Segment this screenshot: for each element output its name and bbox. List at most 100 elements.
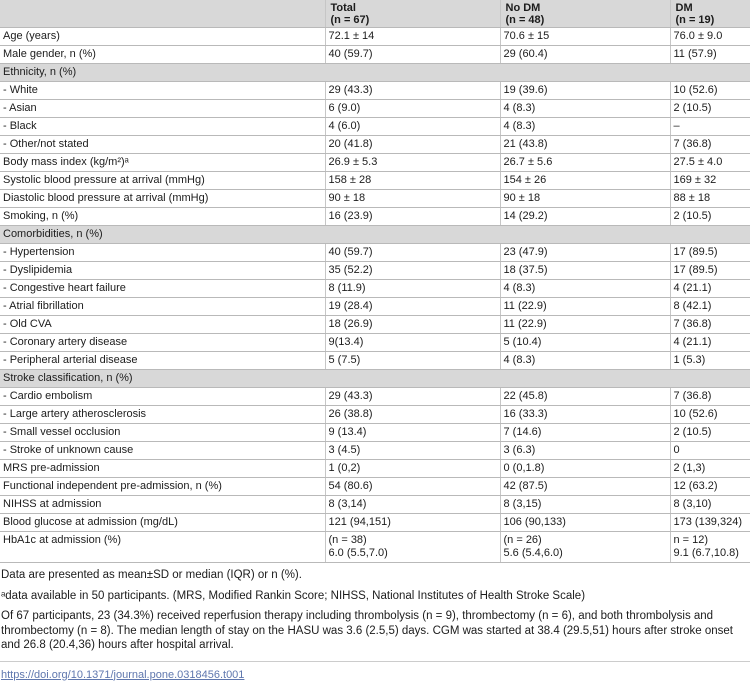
row-label: HbA1c at admission (%) <box>0 531 325 563</box>
cell-value: 29 (43.3) <box>324 387 500 406</box>
cell-value: 7 (36.8) <box>669 387 750 406</box>
cell-value: 2 (1,3) <box>669 459 750 478</box>
cell-value: 23 (47.9) <box>499 243 670 262</box>
table-row: Male gender, n (%) 40 (59.7) 29 (60.4) 11 (… <box>0 45 750 64</box>
row-label: Age (years) <box>0 27 325 46</box>
table-row: - Peripheral arterial disease 5 (7.5) 4 (8… <box>0 351 750 370</box>
cell-value: 0 (0,1.8) <box>499 459 670 478</box>
row-label: Smoking, n (%) <box>0 207 325 226</box>
cell-value: 29 (43.3) <box>324 81 500 100</box>
cell-value: 12 (63.2) <box>669 477 750 496</box>
cell-value: 5 (10.4) <box>499 333 670 352</box>
cell-value: 70.6 ± 15 <box>499 27 670 46</box>
cell-value: 173 (139,324) <box>669 513 750 532</box>
table-row: - Atrial fibrillation 19 (28.4) 11 (22.9) 8… <box>0 297 750 316</box>
cell-value: 11 (22.9) <box>499 297 670 316</box>
table-row: - Other/not stated 20 (41.8) 21 (43.8) 7 (3… <box>0 135 750 154</box>
header-col-dm: DM (n = 19) <box>669 0 750 28</box>
section-row: Comorbidities, n (%) <box>0 225 750 244</box>
cell-value: 8 (3,15) <box>499 495 670 514</box>
table-footnotes: Data are presented as mean±SD or median … <box>0 563 750 653</box>
row-label: - Stroke of unknown cause <box>0 441 325 460</box>
row-label: - Old CVA <box>0 315 325 334</box>
cell-value: 88 ± 18 <box>669 189 750 208</box>
row-label: - Black <box>0 117 325 136</box>
table-row: - Stroke of unknown cause 3 (4.5) 3 (6.3) 0 <box>0 441 750 460</box>
cell-value: 3 (4.5) <box>324 441 500 460</box>
cell-value: 9(13.4) <box>324 333 500 352</box>
row-label: - White <box>0 81 325 100</box>
cell-value: 19 (28.4) <box>324 297 500 316</box>
cell-value: 10 (52.6) <box>669 81 750 100</box>
cell-value: 3 (6.3) <box>499 441 670 460</box>
cell-value: 16 (23.9) <box>324 207 500 226</box>
table-row: - Congestive heart failure 8 (11.9) 4 (8.3… <box>0 279 750 298</box>
cell-value: 1 (5.3) <box>669 351 750 370</box>
cell-value: 8 (42.1) <box>669 297 750 316</box>
section-label: Comorbidities, n (%) <box>0 225 750 244</box>
cell-value: 11 (57.9) <box>669 45 750 64</box>
table-row: - Large artery atherosclerosis 26 (38.8) 1… <box>0 405 750 424</box>
cell-value: 4 (21.1) <box>669 279 750 298</box>
table-row: - Black 4 (6.0) 4 (8.3) – <box>0 117 750 136</box>
table-row: Age (years) 72.1 ± 14 70.6 ± 15 76.0 ± 9.0 <box>0 27 750 46</box>
cell-value: 42 (87.5) <box>499 477 670 496</box>
cell-value: 16 (33.3) <box>499 405 670 424</box>
row-label: - Peripheral arterial disease <box>0 351 325 370</box>
cell-value: (n = 26) 5.6 (5.4,6.0) <box>499 531 670 563</box>
cell-value: 7 (14.6) <box>499 423 670 442</box>
row-label: - Other/not stated <box>0 135 325 154</box>
header-empty-cell <box>0 0 325 28</box>
table-row: - Cardio embolism 29 (43.3) 22 (45.8) 7 (36… <box>0 387 750 406</box>
cell-value: 29 (60.4) <box>499 45 670 64</box>
cell-value: 26.7 ± 5.6 <box>499 153 670 172</box>
table-row: NIHSS at admission 8 (3,14) 8 (3,15) 8 (3,1… <box>0 495 750 514</box>
table-row: Body mass index (kg/m²)ᵃ 26.9 ± 5.3 26.7 ±… <box>0 153 750 172</box>
cell-value: 158 ± 28 <box>324 171 500 190</box>
cell-value: 4 (8.3) <box>499 351 670 370</box>
cell-value: (n = 38) 6.0 (5.5,7.0) <box>324 531 500 563</box>
row-label: - Hypertension <box>0 243 325 262</box>
cell-value: 8 (11.9) <box>324 279 500 298</box>
table-row: - Old CVA 18 (26.9) 11 (22.9) 7 (36.8) <box>0 315 750 334</box>
cell-value: 4 (8.3) <box>499 99 670 118</box>
cell-value: 5 (7.5) <box>324 351 500 370</box>
table-row: HbA1c at admission (%) (n = 38) 6.0 (5.5,… <box>0 531 750 563</box>
section-label: Ethnicity, n (%) <box>0 63 750 82</box>
cell-value: 4 (8.3) <box>499 279 670 298</box>
cell-value: 6 (9.0) <box>324 99 500 118</box>
row-label: - Cardio embolism <box>0 387 325 406</box>
cell-value: – <box>669 117 750 136</box>
cell-value: 90 ± 18 <box>324 189 500 208</box>
row-label: - Small vessel occlusion <box>0 423 325 442</box>
cell-value: 7 (36.8) <box>669 135 750 154</box>
cell-value: 2 (10.5) <box>669 423 750 442</box>
participant-characteristics-table: Total (n = 67) No DM (n = 48) DM (n = 19… <box>0 0 750 563</box>
cell-value: 4 (6.0) <box>324 117 500 136</box>
cell-value: 8 (3,10) <box>669 495 750 514</box>
row-label: Male gender, n (%) <box>0 45 325 64</box>
footnote-presentation: Data are presented as mean±SD or median … <box>1 569 302 581</box>
cell-value: 26 (38.8) <box>324 405 500 424</box>
row-label: MRS pre-admission <box>0 459 325 478</box>
cell-value: 11 (22.9) <box>499 315 670 334</box>
header-col-no-dm: No DM (n = 48) <box>499 0 670 28</box>
cell-value: 72.1 ± 14 <box>324 27 500 46</box>
cell-value: 76.0 ± 9.0 <box>669 27 750 46</box>
cell-value: 2 (10.5) <box>669 207 750 226</box>
row-label: - Congestive heart failure <box>0 279 325 298</box>
doi-link[interactable]: https://doi.org/10.1371/journal.pone.031… <box>1 668 245 681</box>
footnote-paragraph: Of 67 participants, 23 (34.3%) received … <box>1 610 733 651</box>
table-row: Systolic blood pressure at arrival (mmHg… <box>0 171 750 190</box>
table-row: - Coronary artery disease 9(13.4) 5 (10.4)… <box>0 333 750 352</box>
section-row: Ethnicity, n (%) <box>0 63 750 82</box>
cell-value: 21 (43.8) <box>499 135 670 154</box>
section-row: Stroke classification, n (%) <box>0 369 750 388</box>
row-label: Functional independent pre-admission, n … <box>0 477 325 496</box>
cell-value: 4 (21.1) <box>669 333 750 352</box>
table-row: - Hypertension 40 (59.7) 23 (47.9) 17 (89.5… <box>0 243 750 262</box>
footnote-a: ᵃdata available in 50 participants. (MRS… <box>1 589 586 602</box>
cell-value: 54 (80.6) <box>324 477 500 496</box>
table-row: Functional independent pre-admission, n … <box>0 477 750 496</box>
